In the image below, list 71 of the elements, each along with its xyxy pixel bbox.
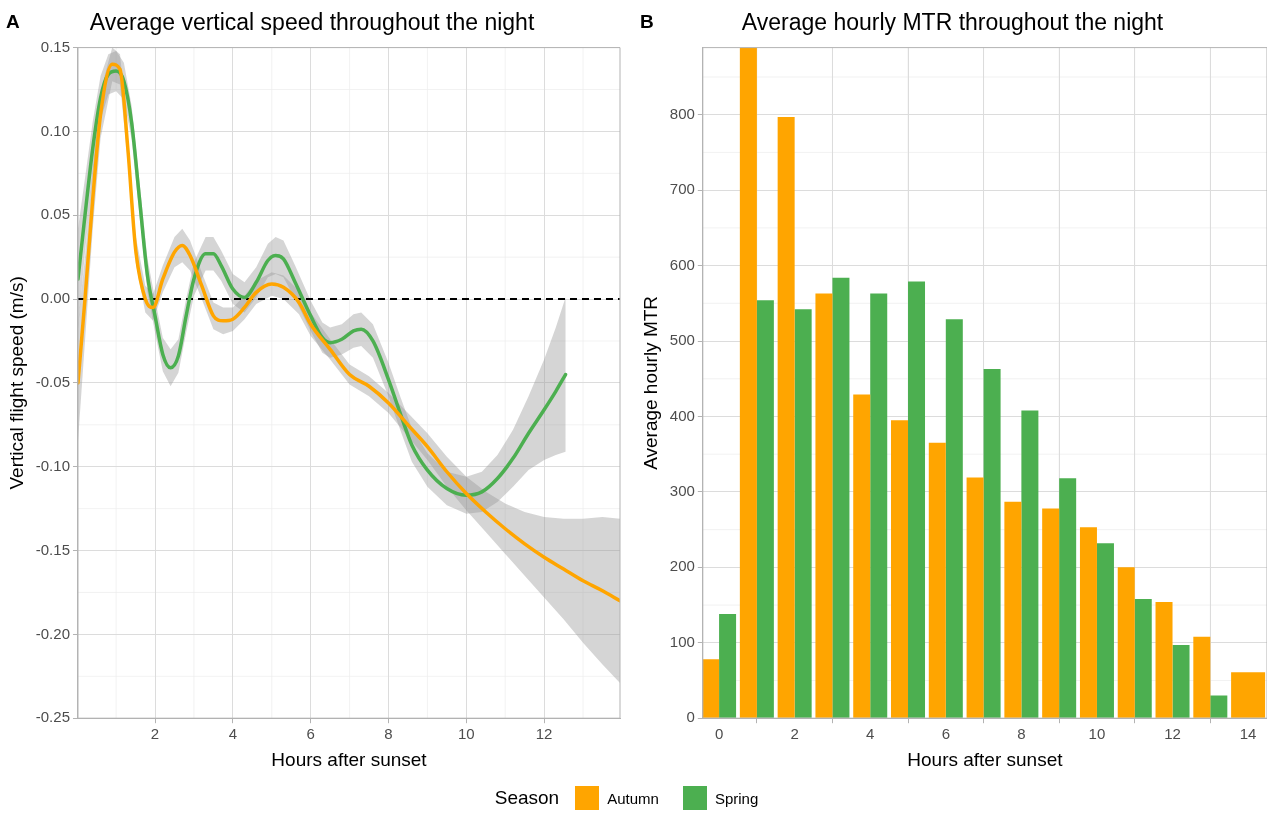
text: A bbox=[6, 11, 20, 32]
bar bbox=[1134, 599, 1152, 718]
y-tick-label: 200 bbox=[669, 557, 695, 575]
bar bbox=[1172, 645, 1190, 718]
x-tick-label: 4 bbox=[228, 725, 238, 743]
y-tick-label: -0.25 bbox=[35, 708, 70, 726]
bar bbox=[870, 293, 888, 718]
y-tick-label: 700 bbox=[669, 180, 695, 198]
bar bbox=[1021, 410, 1039, 718]
legend-title: Season bbox=[494, 787, 560, 809]
bar bbox=[908, 281, 926, 718]
bar bbox=[983, 368, 1001, 718]
y-tick-label: -0.10 bbox=[35, 456, 70, 474]
legend-label: Spring bbox=[714, 789, 759, 807]
x-tick-label: 6 bbox=[306, 725, 315, 743]
bar bbox=[945, 319, 963, 718]
y-tick-label: -0.15 bbox=[35, 540, 70, 558]
y-tick-label: -0.05 bbox=[35, 373, 70, 391]
y-axis-title: Average hourly MTR bbox=[639, 295, 661, 470]
x-tick-label: 14 bbox=[1239, 725, 1257, 743]
x-tick-label: 2 bbox=[790, 725, 799, 743]
bar bbox=[1096, 543, 1114, 718]
bar bbox=[928, 442, 946, 718]
bar bbox=[1210, 695, 1228, 718]
bar bbox=[1117, 567, 1135, 718]
bar bbox=[832, 277, 850, 718]
y-tick-label: 400 bbox=[669, 406, 695, 424]
y-axis-title: Vertical flight speed (m/s) bbox=[5, 276, 27, 490]
y-tick-label: 0.15 bbox=[40, 37, 70, 55]
x-tick-label: 0 bbox=[714, 725, 724, 743]
bar bbox=[756, 300, 774, 718]
x-tick-label: 12 bbox=[1164, 725, 1181, 743]
bar bbox=[1004, 501, 1022, 718]
bar bbox=[1059, 478, 1077, 718]
chart-title: Average vertical speed throughout the night bbox=[89, 9, 535, 36]
x-tick-label: 2 bbox=[150, 725, 160, 743]
y-tick-label: 300 bbox=[669, 482, 695, 500]
bar bbox=[1079, 527, 1097, 718]
bar bbox=[1155, 602, 1173, 718]
legend-label: Autumn bbox=[607, 789, 659, 807]
bar bbox=[1042, 508, 1060, 718]
y-tick-label: 500 bbox=[669, 331, 695, 349]
y-tick-label: 600 bbox=[669, 255, 695, 273]
x-tick-label: 12 bbox=[535, 725, 553, 743]
y-tick-label: 100 bbox=[669, 632, 695, 650]
x-tick-label: 8 bbox=[1017, 725, 1026, 743]
bar bbox=[891, 420, 909, 718]
y-tick-label: -0.20 bbox=[35, 624, 70, 642]
x-tick-label: 8 bbox=[384, 725, 393, 743]
y-tick-label: 0.10 bbox=[40, 121, 70, 139]
bar bbox=[1193, 636, 1211, 718]
x-tick-label: 6 bbox=[941, 725, 950, 743]
y-tick-label: 0 bbox=[686, 708, 695, 726]
x-tick-label: 10 bbox=[1088, 725, 1106, 743]
bar bbox=[815, 293, 833, 718]
chart-title: Average hourly MTR throughout the night bbox=[741, 9, 1164, 36]
x-axis-title: Hours after sunset bbox=[907, 748, 1064, 770]
text: B bbox=[640, 11, 654, 32]
x-tick-label: 10 bbox=[457, 725, 475, 743]
bar bbox=[966, 477, 984, 718]
y-tick-label: 800 bbox=[669, 104, 695, 122]
x-axis-title: Hours after sunset bbox=[271, 748, 428, 770]
bar bbox=[777, 117, 795, 718]
bar bbox=[794, 309, 812, 718]
y-tick-label: 0.00 bbox=[40, 289, 70, 307]
x-tick-label: 4 bbox=[866, 725, 875, 743]
bar bbox=[739, 47, 757, 718]
bar bbox=[719, 614, 737, 718]
y-tick-label: 0.05 bbox=[40, 205, 70, 223]
bar bbox=[702, 659, 720, 718]
bar bbox=[853, 394, 871, 718]
